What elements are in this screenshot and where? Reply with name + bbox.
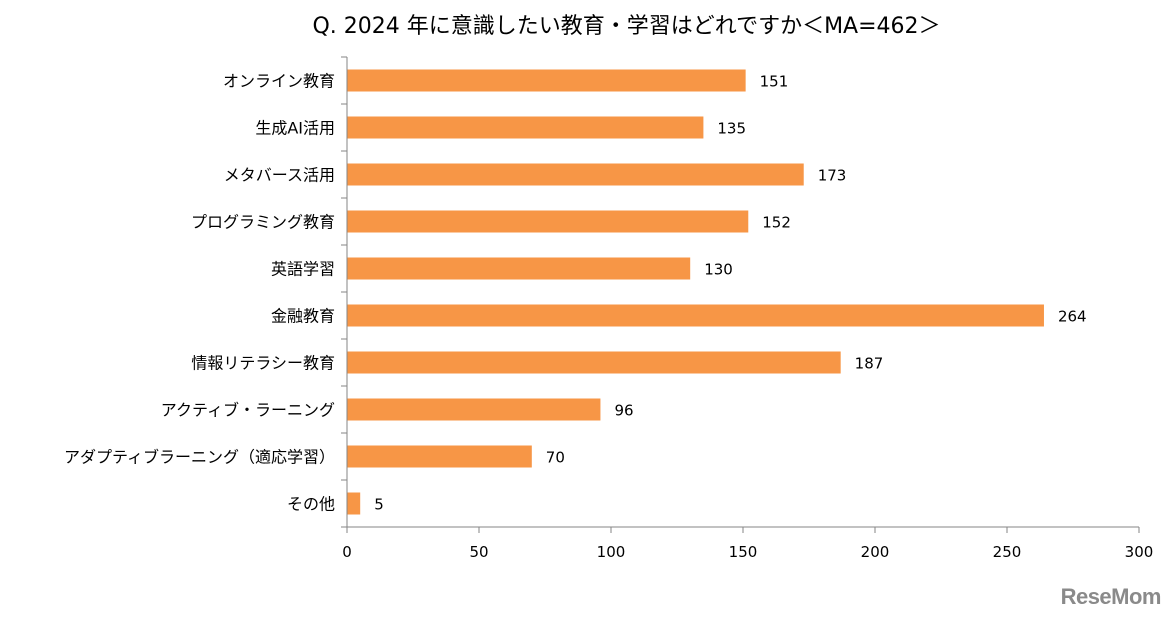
data-label: 187 [855,355,884,373]
bar [347,210,749,233]
bar [347,398,601,421]
resemom-logo: ReseMom [1060,584,1162,609]
category-label: その他 [287,495,335,514]
x-tick-label: 200 [861,543,890,561]
category-label: メタバース活用 [224,166,335,185]
chart-title: Q. 2024 年に意識したい教育・学習はどれですか＜MA=462＞ [312,14,941,39]
category-label: アクティブ・ラーニング [161,401,335,420]
x-tick-label: 300 [1125,543,1154,561]
data-label: 152 [762,214,791,232]
data-label: 135 [717,120,746,138]
category-label: 金融教育 [271,307,335,326]
x-tick-label: 250 [993,543,1022,561]
category-label: プログラミング教育 [191,213,335,232]
data-label: 173 [818,167,847,185]
data-label: 70 [546,449,565,467]
data-label: 151 [760,73,789,91]
bar [347,445,532,468]
category-label: オンライン教育 [223,72,335,91]
bar [347,257,691,280]
bar [347,163,804,186]
bar [347,304,1044,327]
bar [347,492,361,515]
x-tick-label: 0 [342,543,352,561]
category-label: 生成AI活用 [255,119,335,138]
bar [347,69,746,92]
data-label: 264 [1058,308,1087,326]
category-label: 英語学習 [271,260,335,279]
data-label: 130 [704,261,733,279]
x-tick-label: 50 [469,543,488,561]
bar [347,351,841,374]
data-label: 5 [374,496,384,514]
category-label: アダプティブラーニング（適応学習） [64,448,335,467]
data-label: 96 [614,402,633,420]
x-tick-label: 150 [729,543,758,561]
x-tick-label: 100 [597,543,626,561]
bar [347,116,704,139]
category-label: 情報リテラシー教育 [191,354,335,373]
